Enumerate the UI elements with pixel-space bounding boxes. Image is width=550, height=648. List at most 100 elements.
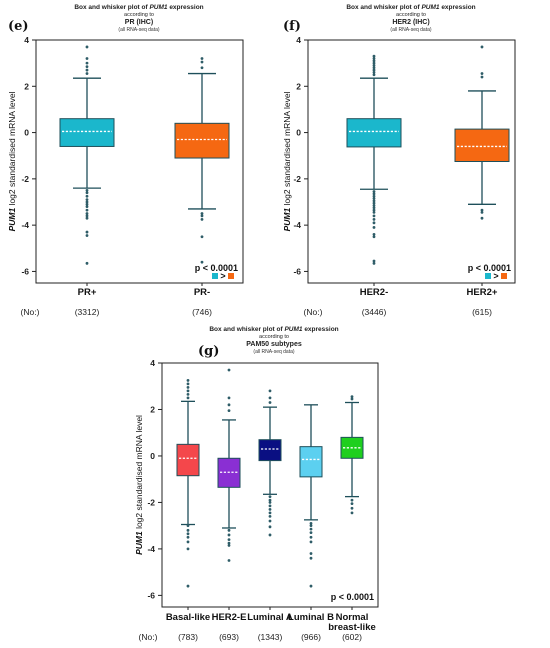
chart-data-note: (all RNA-seq data) xyxy=(253,349,294,355)
outlier-point xyxy=(85,61,89,65)
y-axis-label-text: log2 standardised mRNA level xyxy=(7,91,17,207)
outlier-point xyxy=(268,498,272,502)
plot-frame xyxy=(307,39,516,284)
y-axis-label: PUM1 log2 standardised mRNA level xyxy=(282,91,292,231)
outlier-point xyxy=(85,261,89,265)
outlier-point xyxy=(85,202,89,206)
chart-panel-0: Box and whisker plot of PUM1 expressiona… xyxy=(7,4,244,317)
p-value: p < 0.0001 xyxy=(195,263,238,273)
sample-count: (3446) xyxy=(362,307,387,317)
p-value: p < 0.0001 xyxy=(468,263,511,273)
outlier-point xyxy=(186,379,190,382)
outlier-point xyxy=(372,201,376,205)
outlier-point xyxy=(85,234,89,237)
outlier-point xyxy=(309,521,313,525)
x-category-label: HER2+ xyxy=(467,287,498,298)
legend-swatch xyxy=(228,273,234,279)
outlier-point xyxy=(309,556,313,560)
y-tick-label: 4 xyxy=(150,358,155,368)
outlier-point xyxy=(268,501,272,504)
x-category-label: Luminal B xyxy=(288,612,334,623)
outlier-point xyxy=(309,540,313,544)
y-axis-label-gene: PUM1 xyxy=(282,208,292,232)
outlier-point xyxy=(85,208,89,212)
outlier-point xyxy=(268,396,272,400)
outlier-point xyxy=(186,584,190,588)
chart-title-part: expression xyxy=(440,4,476,11)
outlier-point xyxy=(186,386,190,389)
outlier-point xyxy=(350,502,354,505)
outlier-point xyxy=(372,57,376,60)
legend-swatch xyxy=(501,273,507,279)
outlier-point xyxy=(186,382,190,386)
legend-swatch xyxy=(485,273,491,279)
box-iqr xyxy=(176,443,200,477)
outlier-point xyxy=(372,211,376,214)
chart-title-part: Box and whisker plot of xyxy=(209,326,284,333)
chart-panel-2: Box and whisker plot of PUM1 expressiona… xyxy=(134,326,379,642)
box-0 xyxy=(59,45,115,265)
outlier-point xyxy=(372,235,376,239)
outlier-point xyxy=(480,211,484,214)
outlier-point xyxy=(186,532,190,536)
y-tick-label: -6 xyxy=(293,266,301,276)
panel-label: (g) xyxy=(198,344,219,359)
y-tick-label: -6 xyxy=(147,590,155,600)
outlier-point xyxy=(372,59,376,63)
y-tick-label: 0 xyxy=(24,128,29,138)
box-1 xyxy=(217,368,241,562)
chart-panel-1: Box and whisker plot of PUM1 expressiona… xyxy=(282,4,516,317)
box-0 xyxy=(176,379,200,588)
sample-count: (693) xyxy=(219,632,239,642)
y-tick-label: -2 xyxy=(293,174,301,184)
outlier-point xyxy=(372,194,376,198)
box-0 xyxy=(346,54,402,265)
outlier-point xyxy=(227,403,231,407)
p-value: p < 0.0001 xyxy=(331,592,374,602)
outlier-point xyxy=(480,75,484,79)
outlier-point xyxy=(350,397,354,401)
counts-label: (No:) xyxy=(139,632,158,642)
chart-data-note: (all RNA-seq data) xyxy=(390,27,431,33)
outlier-point xyxy=(350,511,354,515)
y-tick-label: 2 xyxy=(24,81,29,91)
outlier-point xyxy=(372,64,376,67)
outlier-point xyxy=(350,506,354,510)
outlier-point xyxy=(480,45,484,49)
outlier-point xyxy=(309,535,313,539)
outlier-point xyxy=(85,65,89,69)
outlier-point xyxy=(372,233,376,236)
outlier-point xyxy=(200,235,204,239)
outlier-point xyxy=(309,584,313,588)
outlier-point xyxy=(372,197,376,200)
outlier-point xyxy=(85,198,89,202)
outlier-point xyxy=(85,57,89,60)
chart-title-part: PUM1 xyxy=(149,4,167,11)
outlier-point xyxy=(372,214,376,218)
outlier-point xyxy=(372,259,376,263)
outlier-point xyxy=(372,226,376,229)
outlier-point xyxy=(227,544,231,547)
y-axis-label-text: log2 standardised mRNA level xyxy=(134,415,144,531)
outlier-point xyxy=(200,66,204,70)
x-category-label: Normal xyxy=(336,612,369,623)
outlier-point xyxy=(227,559,231,562)
counts-label: (No:) xyxy=(304,307,323,317)
outlier-point xyxy=(85,214,89,218)
box-iqr xyxy=(258,439,282,462)
y-tick-label: 2 xyxy=(296,81,301,91)
chart-title-part: Box and whisker plot of xyxy=(74,4,149,11)
outlier-point xyxy=(85,189,89,192)
outlier-point xyxy=(372,68,376,72)
outlier-point xyxy=(227,538,231,542)
chart-subtitle: according to xyxy=(259,334,289,340)
outlier-point xyxy=(227,528,231,532)
y-tick-label: -4 xyxy=(147,544,155,554)
y-tick-label: 2 xyxy=(150,404,155,414)
sample-count: (966) xyxy=(301,632,321,642)
y-tick-label: -4 xyxy=(21,220,29,230)
sample-count: (602) xyxy=(342,632,362,642)
chart-title: Box and whisker plot of PUM1 expression xyxy=(346,4,475,11)
outlier-point xyxy=(85,191,89,195)
